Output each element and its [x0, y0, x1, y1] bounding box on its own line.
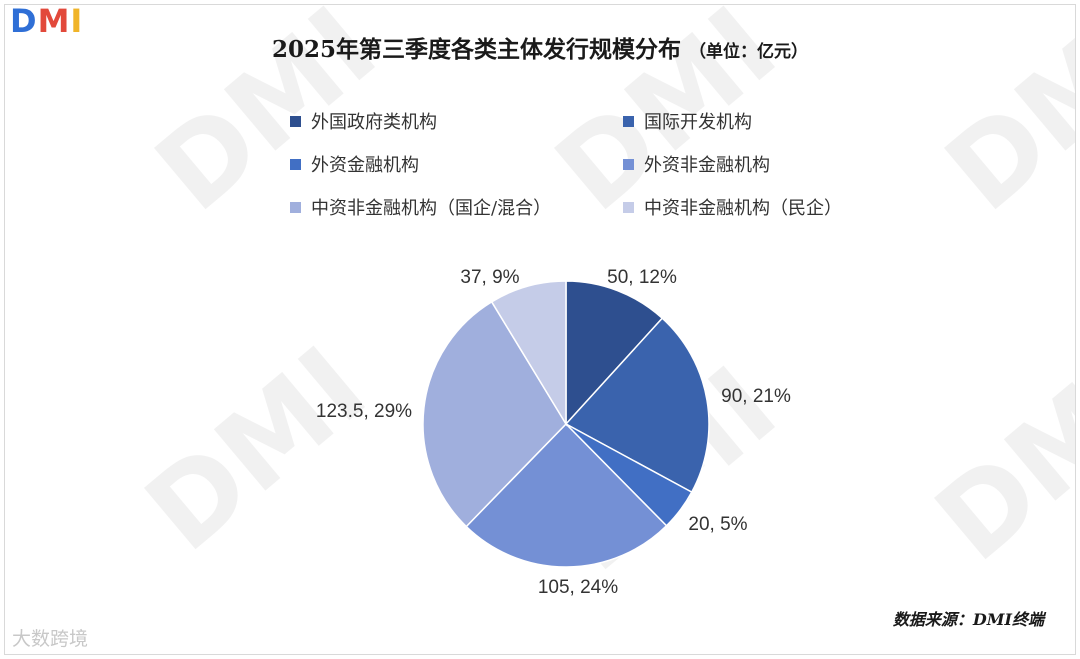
- pie-slice: [565, 280, 664, 426]
- chart-unit: （单位：亿元）: [689, 42, 809, 62]
- chart-title: 2025年第三季度各类主体发行规模分布: [271, 36, 681, 63]
- dmi-logo: DMI: [10, 2, 83, 40]
- logo-letter-m: M: [37, 2, 71, 40]
- legend-item: 中资非金融机构（国企/混合）: [290, 194, 551, 220]
- legend-label: 中资非金融机构（国企/混合）: [311, 198, 552, 219]
- slice-label: 20, 5%: [688, 514, 747, 535]
- pie-labels: 50, 12% 90, 21% 20, 5% 105, 24% 123.5, 2…: [316, 267, 791, 598]
- slice-label: 123.5, 29%: [316, 401, 412, 422]
- legend-item: 外资金融机构: [290, 151, 419, 177]
- pie-slice: [490, 280, 567, 427]
- chart-title-row: 2025年第三季度各类主体发行规模分布 （单位：亿元）: [0, 30, 1080, 64]
- logo-letter-i: I: [70, 2, 84, 40]
- corner-watermark: 大数跨境: [12, 628, 89, 650]
- legend-item: 外资非金融机构: [623, 151, 770, 177]
- slice-label: 37, 9%: [460, 267, 519, 288]
- legend-label: 外资非金融机构: [644, 155, 770, 176]
- legend-swatch: [623, 115, 634, 127]
- data-source: 数据来源：DMI终端: [892, 610, 1044, 629]
- legend-label: 外国政府类机构: [311, 112, 437, 133]
- slice-label: 50, 12%: [607, 267, 677, 288]
- legend-label: 外资金融机构: [311, 155, 419, 176]
- pie-slice: [422, 300, 567, 528]
- legend-item: 外国政府类机构: [290, 108, 437, 134]
- legend-label: 中资非金融机构（民企）: [644, 198, 842, 219]
- legend-swatch: [623, 201, 634, 213]
- legend-item: 国际开发机构: [623, 108, 752, 134]
- slice-label: 105, 24%: [538, 577, 618, 598]
- legend-item: 中资非金融机构（民企）: [623, 194, 842, 220]
- legend-label: 国际开发机构: [644, 112, 752, 133]
- pie-slices: [422, 280, 710, 568]
- slice-label: 90, 21%: [721, 386, 791, 407]
- logo-letter-d: D: [10, 2, 38, 40]
- legend-swatch: [290, 201, 301, 213]
- pie-slice: [465, 422, 668, 568]
- legend-swatch: [623, 158, 634, 170]
- legend-swatch: [290, 115, 301, 127]
- legend-swatch: [290, 158, 301, 170]
- pie-slice: [564, 317, 710, 494]
